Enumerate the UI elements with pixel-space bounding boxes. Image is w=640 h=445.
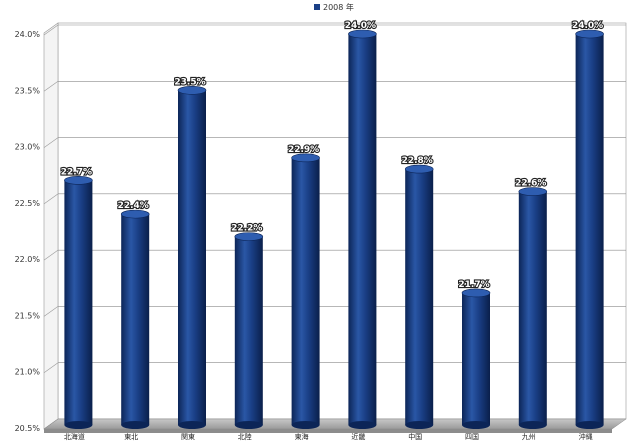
gridline-depth (43, 362, 59, 373)
data-label: 22.2% (231, 224, 262, 234)
data-label: 23.5% (174, 77, 205, 87)
x-tick-label: 関東 (181, 432, 195, 441)
bar-7 (461, 288, 491, 429)
floor-front (44, 429, 612, 433)
bar-5 (348, 29, 377, 429)
bar-top (291, 153, 320, 163)
bar-2 (177, 85, 207, 429)
data-labels: 22.7% 22.4% 23.5% 22.2% 22.9% 24.0% 22.8% 21.7%… (60, 20, 605, 291)
gridline-depth (43, 137, 59, 148)
gridline-depth (43, 306, 59, 317)
x-tick-label: 沖縄 (579, 432, 593, 441)
bar-top (404, 164, 434, 174)
legend: 2008 年 (314, 2, 354, 12)
bar-top (348, 29, 377, 39)
bar-body (178, 90, 206, 426)
bar-base (405, 421, 434, 429)
left-wall (43, 22, 59, 430)
bar-body (121, 214, 150, 425)
y-tick-label: 22.5% (15, 199, 41, 208)
bar-top (518, 187, 548, 196)
y-tick-label: 23.0% (15, 143, 41, 152)
bar-1 (120, 209, 150, 429)
x-tick-label: 中国 (408, 432, 422, 441)
bar-base (462, 421, 490, 429)
bar-body (234, 236, 263, 425)
data-label: 24.0% (345, 21, 376, 31)
gridline-depth (43, 81, 59, 92)
x-tick-label: 四国 (465, 433, 479, 441)
data-label: 22.8% (402, 156, 433, 166)
data-label: 22.9% (288, 145, 319, 155)
bar-base (518, 421, 547, 429)
bar-top (120, 209, 150, 219)
gridline-depth (43, 24, 59, 36)
x-tick-label: 近畿 (351, 432, 365, 441)
bar-3 (234, 232, 264, 429)
bar-6 (404, 164, 434, 429)
bar-top (64, 176, 93, 185)
bars (64, 29, 604, 429)
bar-body (348, 34, 377, 425)
y-tick-label: 24.0% (15, 30, 41, 39)
gridline-depth (43, 193, 59, 205)
data-label: 24.0% (572, 21, 603, 31)
y-tick-label: 21.0% (15, 368, 41, 377)
bar-base (64, 421, 93, 429)
legend-label: 2008 年 (323, 2, 354, 12)
bar-body (518, 191, 547, 425)
bar-0 (64, 176, 93, 429)
bar-base (575, 421, 604, 429)
gridline-depth (43, 249, 59, 261)
bar-top (234, 232, 264, 241)
x-tick-label: 東北 (124, 432, 138, 441)
bar-base (291, 421, 320, 429)
axes: 20.5% 21.0% 21.5% 22.0% 22.5% 23.0% 23.5% 24.0%… (15, 30, 593, 441)
bar-body (575, 34, 604, 425)
y-tick-label: 22.0% (15, 255, 41, 264)
x-tick-label: 東海 (295, 432, 309, 441)
bar-body (462, 292, 490, 425)
legend-swatch (314, 4, 320, 10)
x-tick-label: 北陸 (238, 432, 252, 441)
bar-base (178, 421, 206, 429)
x-tick-label: 北海道 (64, 432, 85, 441)
data-label: 22.4% (118, 201, 149, 211)
y-tick-label: 23.5% (15, 86, 41, 95)
bar-4 (291, 153, 320, 429)
bar-9 (575, 29, 604, 429)
bar-body (64, 180, 93, 425)
bar-8 (518, 187, 548, 429)
bar-top (177, 85, 207, 95)
x-tick-label: 九州 (522, 432, 536, 441)
bar-body (405, 169, 434, 425)
data-label: 21.7% (458, 280, 489, 290)
y-tick-label: 21.5% (15, 311, 41, 320)
data-label: 22.7% (61, 167, 92, 177)
bar-top (575, 29, 604, 39)
bar-base (234, 421, 263, 429)
bar-base (348, 421, 377, 429)
bar-body (291, 157, 320, 426)
bar-base (121, 421, 150, 429)
y-tick-label: 20.5% (15, 424, 41, 433)
bar-top (461, 288, 491, 298)
data-label: 22.6% (515, 179, 546, 189)
